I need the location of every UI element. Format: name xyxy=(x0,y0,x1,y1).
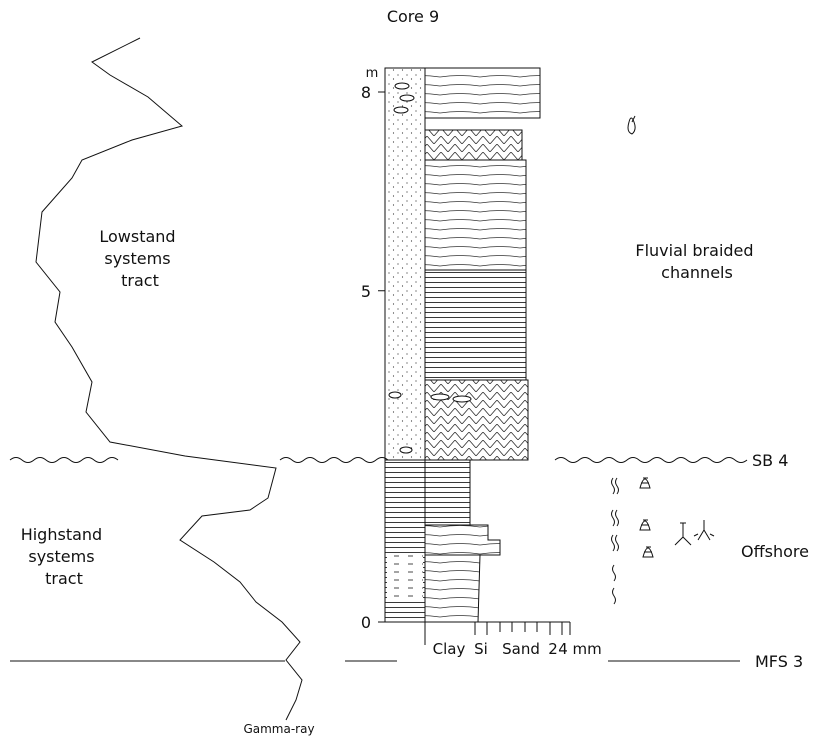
lower-facies-label: Offshore xyxy=(741,542,809,561)
tract-line: tract xyxy=(45,569,83,588)
depth-tick-label: 8 xyxy=(361,83,371,102)
depth-tick-label: 5 xyxy=(361,282,371,301)
fossil-symbols xyxy=(612,116,715,604)
depth-tick-label: 0 xyxy=(361,613,371,632)
core-column xyxy=(385,68,540,622)
core-log-figure: Core 9 Gamma-ray Lowstand systems tract … xyxy=(0,0,825,738)
surface-label: SB 4 xyxy=(752,451,788,470)
upper-facies-label: Fluvial braided channels xyxy=(635,241,758,282)
facies-line: Fluvial braided xyxy=(635,241,753,260)
maximum-flooding-surface: MFS 3 xyxy=(10,652,803,671)
upper-tract-label: Lowstand systems tract xyxy=(99,227,180,290)
tract-line: tract xyxy=(121,271,159,290)
grain-size-label: 2 xyxy=(548,640,558,658)
grain-size-label: 4 mm xyxy=(558,640,602,658)
gamma-ray-curve xyxy=(36,38,302,720)
surface-label: MFS 3 xyxy=(755,652,803,671)
grain-size-label: Si xyxy=(474,640,488,658)
depth-axis: m 8 5 0 xyxy=(361,66,385,632)
lower-tract-label: Highstand systems tract xyxy=(21,525,108,588)
facies-line: channels xyxy=(661,263,733,282)
curve-label: Gamma-ray xyxy=(243,722,314,736)
tract-line: Lowstand xyxy=(99,227,175,246)
grain-size-label: Sand xyxy=(502,640,540,658)
tract-line: systems xyxy=(28,547,94,566)
tract-line: Highstand xyxy=(21,525,102,544)
grain-size-label: Clay xyxy=(433,640,466,658)
core-title: Core 9 xyxy=(387,7,439,26)
depth-unit: m xyxy=(366,66,379,81)
tract-line: systems xyxy=(104,249,170,268)
